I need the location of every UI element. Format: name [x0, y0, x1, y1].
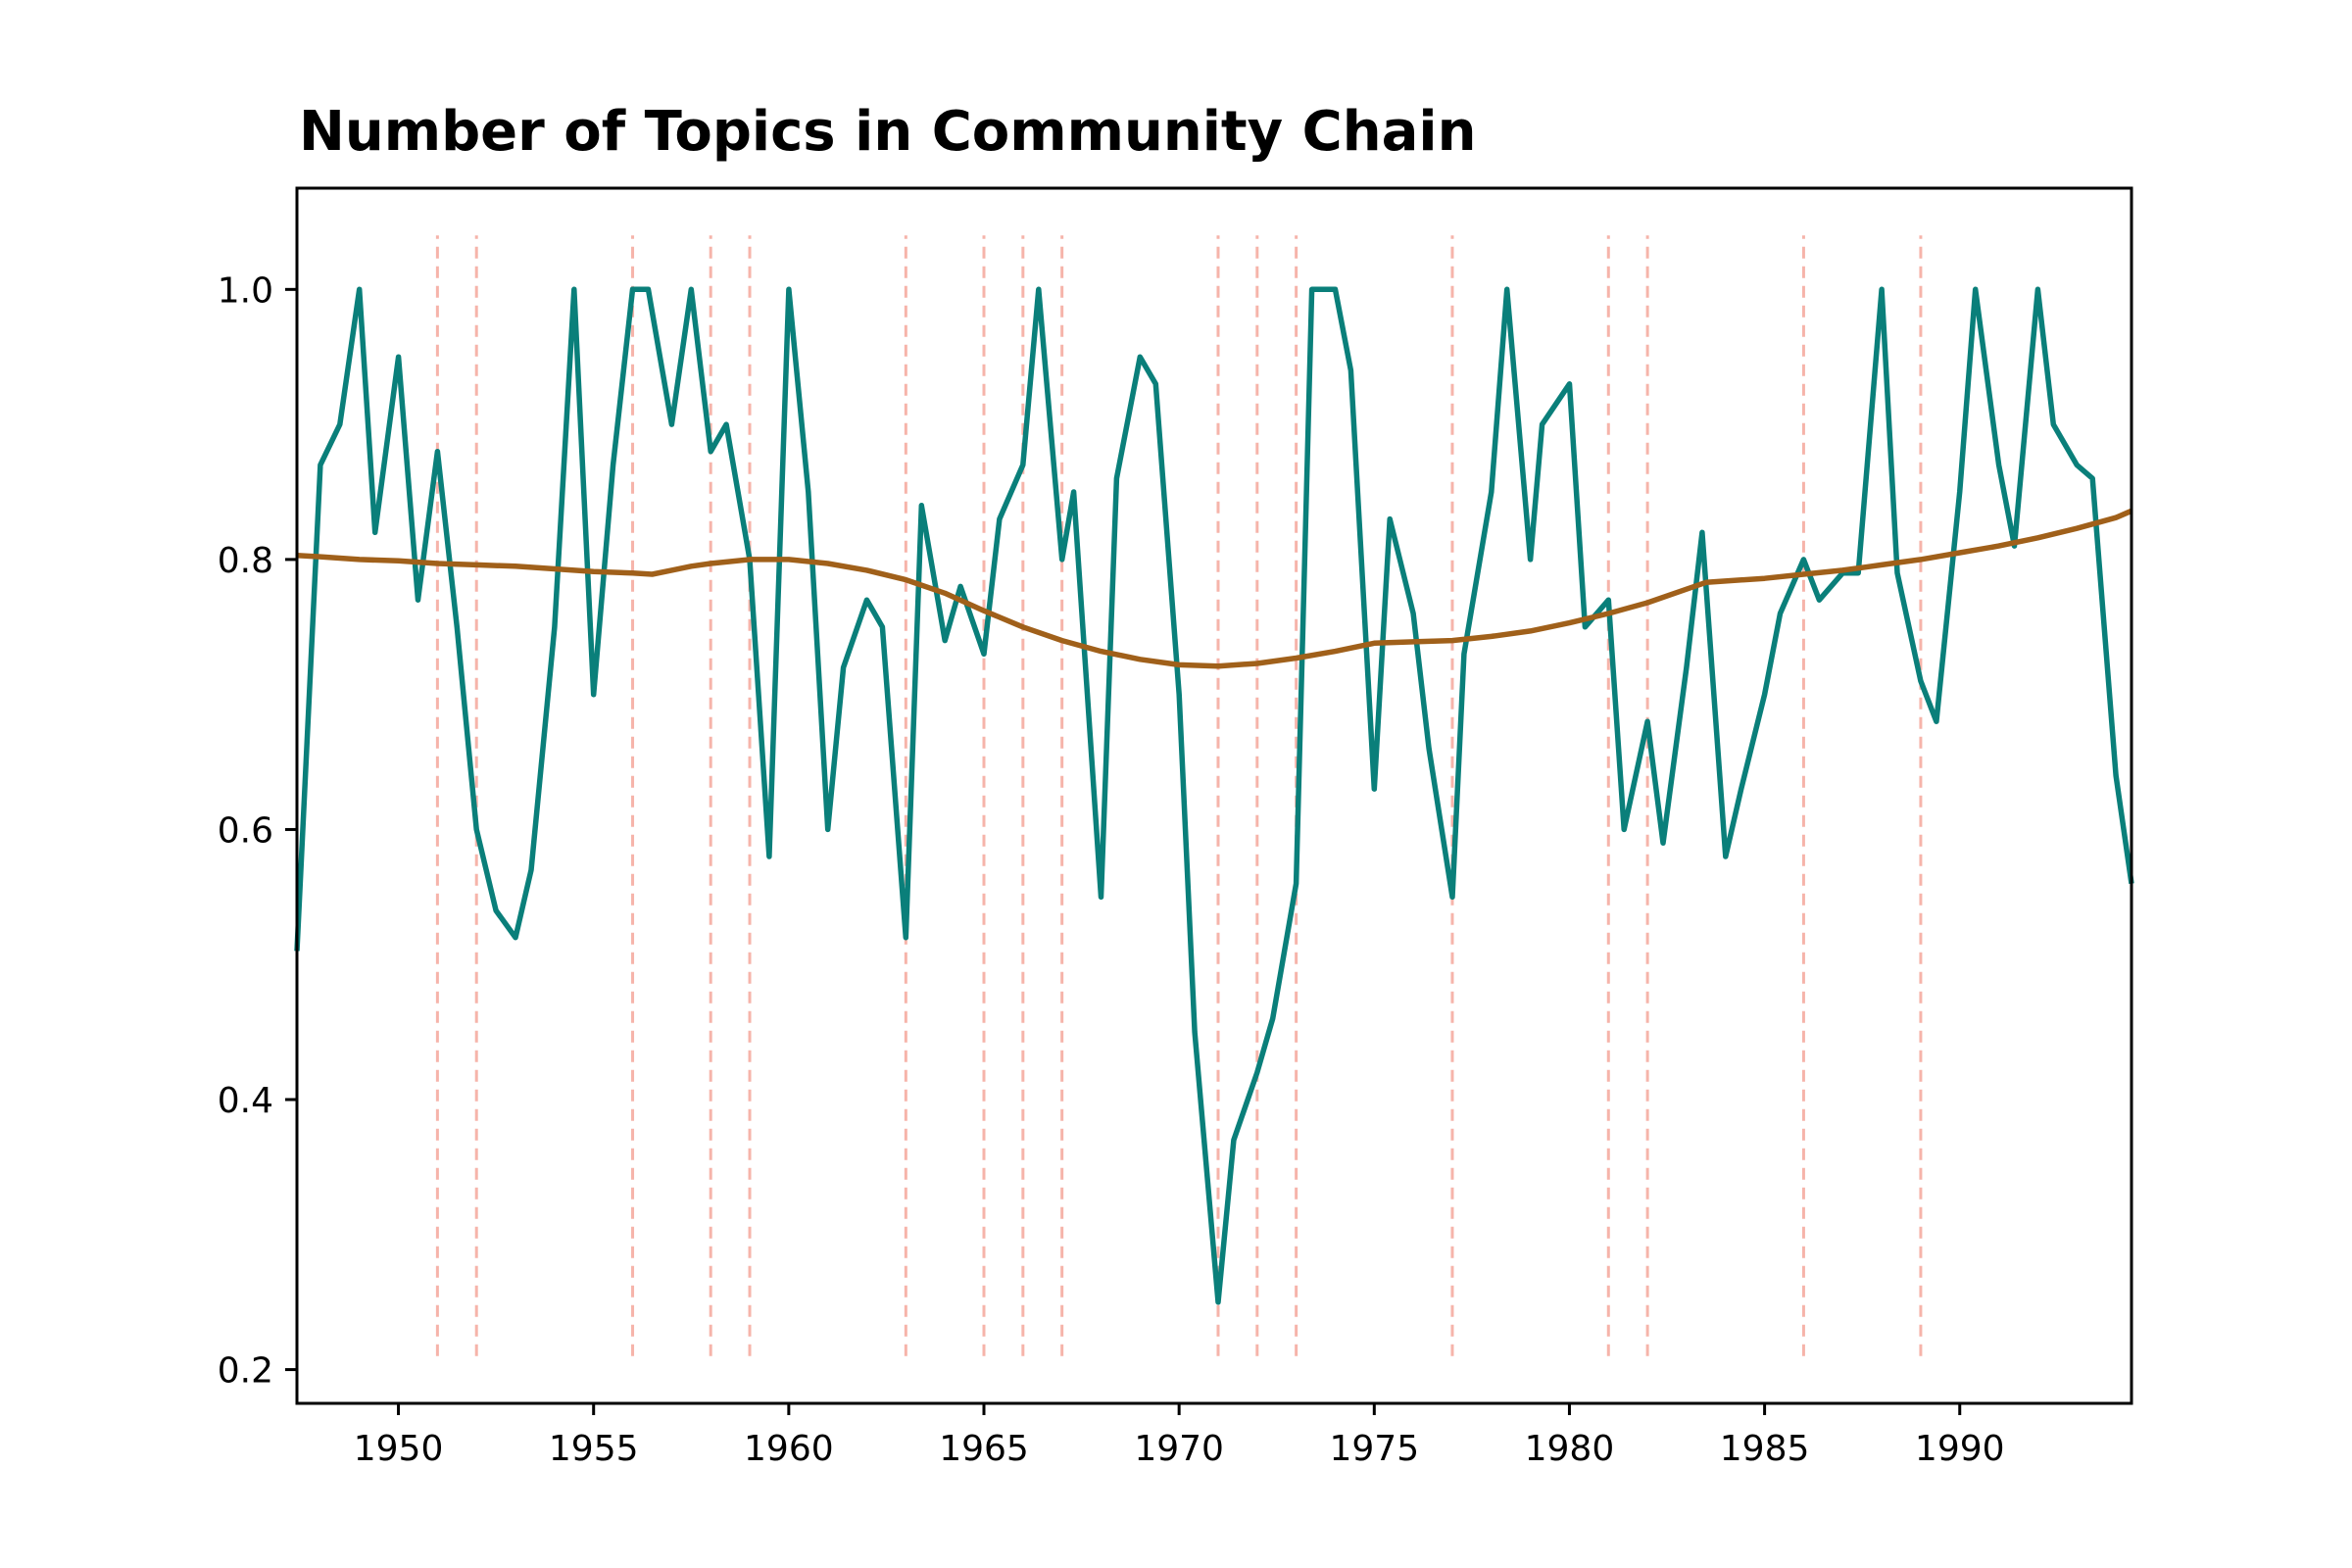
y-tick-label: 0.4: [218, 1081, 273, 1121]
x-tick-label: 1985: [1720, 1429, 1810, 1469]
y-axis: 0.2 0.4 0.6 0.8 1.0: [218, 270, 297, 1392]
chart-title: Number of Topics in Community Chain: [299, 100, 1476, 164]
x-axis: 1950 1955 1960 1965 1970 1975 1980 1985 1990: [354, 1403, 2005, 1469]
plot-area: [294, 235, 2134, 1356]
x-tick-label: 1975: [1329, 1429, 1419, 1469]
y-tick-label: 0.2: [218, 1351, 273, 1392]
x-tick-label: 1960: [744, 1429, 834, 1469]
x-tick-label: 1955: [549, 1429, 639, 1469]
y-tick-label: 1.0: [218, 270, 273, 311]
x-tick-label: 1990: [1915, 1429, 2005, 1469]
x-tick-label: 1950: [354, 1429, 444, 1469]
x-tick-label: 1965: [939, 1429, 1029, 1469]
y-tick-label: 0.8: [218, 541, 273, 581]
series-line-trend: [296, 508, 2133, 669]
series-line-raw: [294, 286, 2134, 1305]
axes-frame: [295, 186, 2133, 1405]
y-tick-label: 0.6: [218, 810, 273, 851]
x-tick-label: 1970: [1134, 1429, 1224, 1469]
x-tick-label: 1980: [1525, 1429, 1615, 1469]
